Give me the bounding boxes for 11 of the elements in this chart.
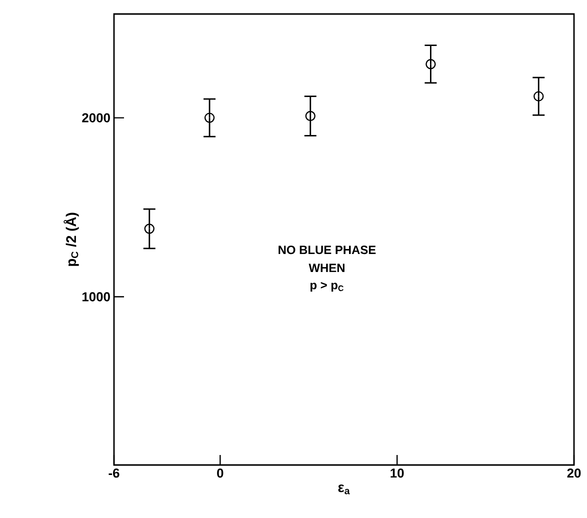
- x-axis-title: ε$_{a}$: [338, 484, 350, 494]
- annotation: p > p$_{C}$: [310, 282, 344, 292]
- y-tick-label: 2000: [82, 113, 110, 122]
- x-tick-label: 20: [567, 468, 581, 478]
- y-tick-label: 1000: [82, 292, 110, 302]
- y-axis-title: p$_{C}$ /2 (Å): [64, 212, 79, 266]
- x-tick-label: 0: [217, 468, 224, 478]
- x-tick-label: 10: [390, 468, 404, 478]
- annotation: NO BLUE PHASE: [278, 246, 376, 254]
- annotation: WHEN: [308, 264, 344, 272]
- x-tick-label: -6: [108, 468, 120, 478]
